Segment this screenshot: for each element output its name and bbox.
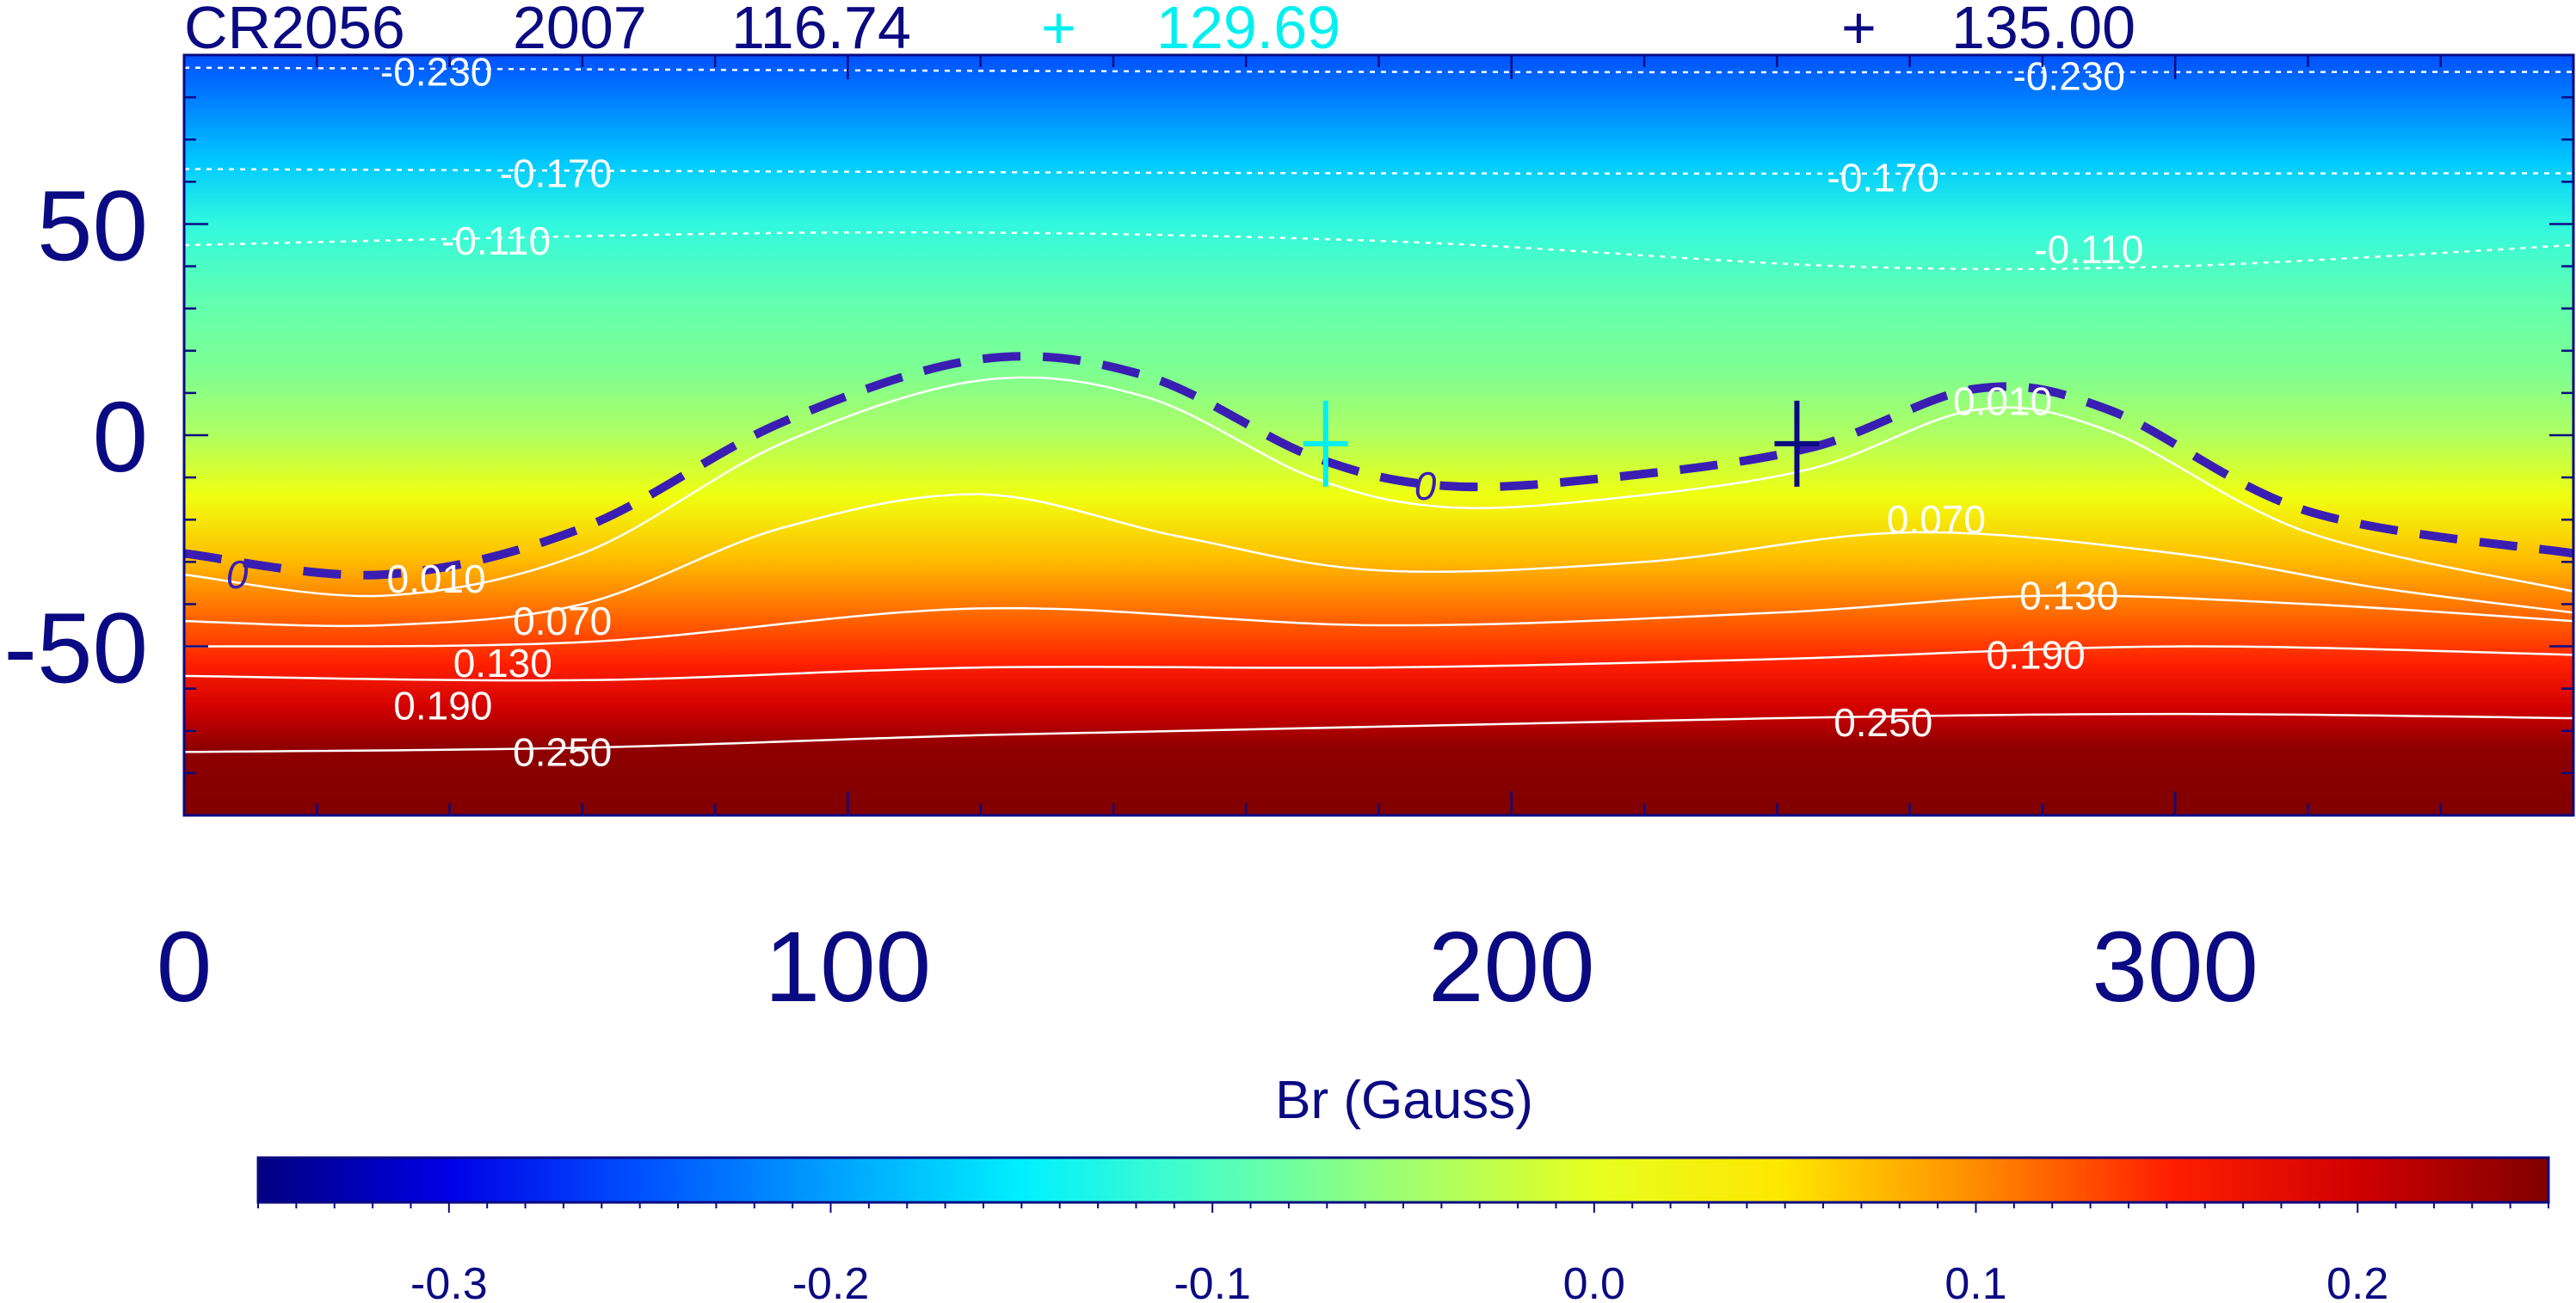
contour-line [184, 493, 2573, 628]
contour-label: 0.250 [513, 729, 612, 774]
x-tick-label: 0 [157, 911, 213, 1023]
header-value3: 135.00 [1951, 0, 2135, 61]
contour-label: 0.250 [1833, 700, 1932, 745]
contour-label: 0 [226, 552, 249, 597]
colorbar-tick-labels: -0.3 -0.2 -0.1 0.0 0.1 0.2 [410, 1259, 2388, 1303]
plot-header: CR2056 2007 116.74 + 129.69 + 135.00 [184, 0, 2135, 61]
contour-label: -0.110 [2034, 227, 2143, 272]
colorbar-label: Br (Gauss) [1275, 1071, 1533, 1130]
header-value2: 129.69 [1156, 0, 1340, 61]
header-id: CR2056 [184, 0, 405, 61]
contour-label: 0.010 [1953, 379, 2052, 424]
header-year: 2007 [513, 0, 647, 61]
header-navy-plus: + [1841, 0, 1877, 61]
neutral-line [184, 352, 2573, 580]
contour-line [184, 645, 2573, 682]
map-fill [184, 55, 2573, 815]
contour-label: 0.130 [453, 641, 552, 685]
x-tick-label: 200 [1428, 911, 1595, 1023]
contour-label: 0.070 [513, 599, 612, 643]
contour-label: 0.130 [2019, 574, 2118, 618]
header-cyan-plus: + [1041, 0, 1076, 61]
colorbar-ticks [257, 1202, 2549, 1213]
colorbar-tick-label: 0.1 [1944, 1259, 2006, 1303]
colorbar-bar [256, 1156, 2550, 1204]
marker-navy [1774, 400, 1820, 487]
x-tick-label: 100 [765, 911, 932, 1023]
colorbar-tick-label: 0.0 [1563, 1259, 1625, 1303]
contour-label: -0.230 [2013, 54, 2125, 99]
contour-line [184, 230, 2573, 271]
x-tick-label: 300 [2092, 911, 2259, 1023]
contour-line [184, 376, 2573, 598]
position-markers [1303, 400, 1820, 487]
colorbar-tick-label: -0.3 [410, 1259, 488, 1303]
contour-label: -0.110 [441, 218, 551, 263]
contour-label: 0.070 [1887, 497, 1986, 542]
header-value1: 116.74 [731, 0, 911, 61]
contour-label: -0.170 [1827, 155, 1939, 200]
y-tick-label: 50 [37, 169, 148, 281]
x-tick-labels: 0 100 200 300 [157, 911, 2259, 1023]
contour-label: 0.190 [1987, 632, 2086, 677]
y-tick-labels: 50 0 -50 [3, 169, 148, 704]
contour-lines [184, 66, 2573, 753]
contour-label: 0.190 [393, 683, 492, 728]
contour-line [184, 712, 2573, 753]
colorbar: Br (Gauss) -0.3 -0.2 -0.1 0.0 0.1 0.2 [256, 1071, 2550, 1303]
map-plot: -0.230 -0.170 -0.110 -0.230 -0.170 -0.110 0.01… [3, 50, 2575, 1023]
contour-line [184, 594, 2573, 648]
y-tick-label: -50 [3, 593, 148, 704]
colorbar-tick-label: -0.1 [1174, 1259, 1251, 1303]
contour-label: -0.230 [380, 50, 492, 95]
contour-label: 0 [1414, 464, 1437, 508]
colorbar-tick-label: -0.2 [792, 1259, 870, 1303]
map-ticks [182, 53, 2575, 817]
marker-cyan [1303, 400, 1348, 487]
contour-label: 0.010 [387, 556, 486, 601]
colorbar-tick-label: 0.2 [2326, 1259, 2388, 1303]
contour-label: -0.170 [500, 151, 612, 196]
contour-labels: -0.230 -0.170 -0.110 -0.230 -0.170 -0.110 0.01… [226, 50, 2143, 774]
y-tick-label: 0 [92, 381, 148, 493]
